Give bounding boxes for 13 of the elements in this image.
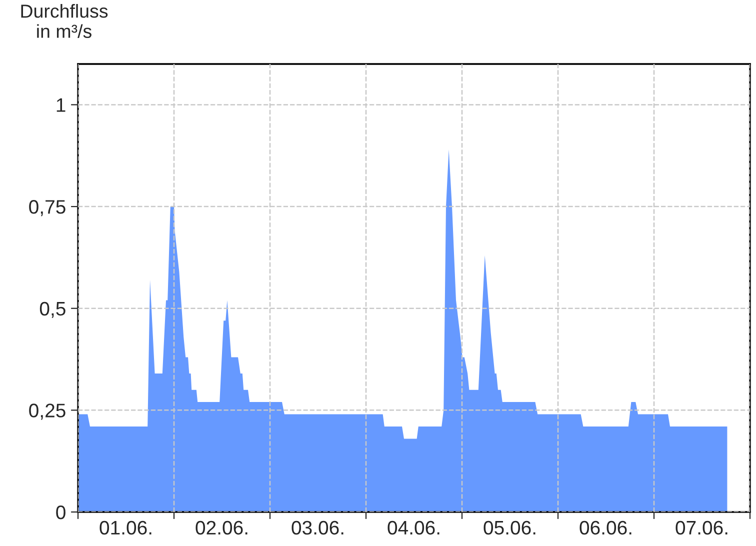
y-tick-label: 0,75 bbox=[29, 200, 66, 216]
x-tick-label: 02.06. bbox=[196, 520, 248, 535]
x-tick-label: 06.06. bbox=[580, 520, 632, 535]
x-tick-label: 07.06. bbox=[676, 520, 728, 535]
y-tick-label: 0 bbox=[56, 505, 66, 520]
y-tick-label: 0,5 bbox=[40, 302, 66, 318]
y-axis-title: Durchfluss in m³/s bbox=[21, 4, 108, 38]
x-tick-label: 01.06. bbox=[100, 520, 152, 535]
x-tick-label: 04.06. bbox=[388, 520, 440, 535]
y-tick-label: 1 bbox=[56, 98, 66, 112]
x-tick-label: 03.06. bbox=[292, 520, 344, 535]
x-tick-label: 05.06. bbox=[484, 520, 536, 535]
y-tick-label: 0,25 bbox=[29, 404, 66, 420]
